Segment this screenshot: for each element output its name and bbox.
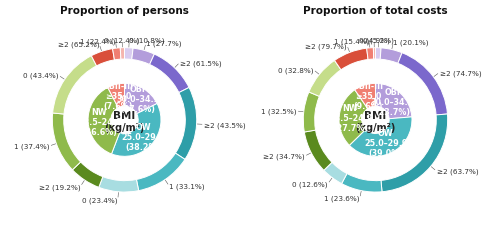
Text: 0 (23.4%): 0 (23.4%) [82, 196, 118, 203]
Text: 1 (27.7%): 1 (27.7%) [146, 41, 182, 47]
Text: OW
25.0–29.9
(38.2%): OW 25.0–29.9 (38.2%) [122, 123, 165, 152]
Wedge shape [52, 114, 80, 170]
Title: Proportion of total costs: Proportion of total costs [303, 6, 448, 16]
Wedge shape [52, 57, 96, 115]
Text: 0 (12.4%): 0 (12.4%) [104, 38, 140, 44]
Text: 0 (4.9%): 0 (4.9%) [358, 38, 390, 44]
Wedge shape [380, 49, 402, 64]
Wedge shape [381, 114, 448, 192]
Wedge shape [112, 49, 121, 61]
Text: 1 (32.5%): 1 (32.5%) [260, 108, 296, 115]
Text: NW
18.5–24.9
(36.6%): NW 18.5–24.9 (36.6%) [78, 107, 121, 136]
Wedge shape [99, 177, 138, 192]
Text: 1 (20.1%): 1 (20.1%) [394, 40, 429, 46]
Text: ≥2 (65.2%): ≥2 (65.2%) [58, 42, 100, 48]
Text: 1 (37.4%): 1 (37.4%) [14, 143, 49, 150]
Text: NW
18.5–24.9
(27.7%): NW 18.5–24.9 (27.7%) [329, 103, 372, 132]
Wedge shape [132, 49, 154, 65]
Text: ≥2 (79.7%): ≥2 (79.7%) [306, 43, 347, 49]
Wedge shape [150, 55, 189, 93]
Wedge shape [72, 162, 103, 188]
Text: ≥2 (61.5%): ≥2 (61.5%) [180, 60, 222, 66]
Text: 0 (32.8%): 0 (32.8%) [278, 67, 314, 74]
Text: (kg/m²): (kg/m²) [356, 123, 396, 133]
Wedge shape [136, 153, 185, 191]
Title: Proportion of persons: Proportion of persons [60, 6, 189, 16]
Wedge shape [339, 90, 368, 146]
Wedge shape [108, 84, 124, 108]
Wedge shape [398, 54, 448, 115]
Text: 1 (33.1%): 1 (33.1%) [169, 183, 204, 189]
Text: (kg/m²): (kg/m²) [104, 123, 144, 133]
Text: OBII-III
≥35.0
(9.6%): OBII-III ≥35.0 (9.6%) [352, 82, 384, 111]
Text: 1 (15.4%): 1 (15.4%) [334, 38, 369, 44]
Wedge shape [355, 84, 376, 109]
Text: OW
25.0–29.9
(39.0%): OW 25.0–29.9 (39.0%) [364, 128, 408, 158]
Text: OBI
30.0–34.9
(23.7%): OBI 30.0–34.9 (23.7%) [371, 87, 414, 116]
Wedge shape [304, 93, 320, 132]
Text: ≥2 (74.7%): ≥2 (74.7%) [440, 70, 481, 76]
Wedge shape [324, 163, 347, 184]
Text: OBI
30.0–34.9
(17.6%): OBI 30.0–34.9 (17.6%) [116, 85, 159, 114]
Text: BMI: BMI [364, 110, 386, 120]
Wedge shape [124, 48, 133, 60]
Text: 1 (23.6%): 1 (23.6%) [324, 195, 360, 201]
Text: 0 (43.4%): 0 (43.4%) [23, 73, 59, 79]
Wedge shape [309, 61, 341, 97]
Text: OBII-III
≥35.0
(7.6%): OBII-III ≥35.0 (7.6%) [103, 81, 134, 111]
Text: ≥2 (34.7%): ≥2 (34.7%) [263, 153, 304, 160]
Wedge shape [124, 84, 157, 114]
Wedge shape [120, 48, 124, 60]
Text: ≥2 (43.5%): ≥2 (43.5%) [204, 122, 246, 128]
Text: 1 (22.4%): 1 (22.4%) [80, 38, 116, 44]
Text: 0 (10.8%): 0 (10.8%) [130, 38, 165, 44]
Wedge shape [376, 84, 412, 119]
Text: 0 (5.2%): 0 (5.2%) [363, 38, 394, 44]
Text: ≥2 (63.7%): ≥2 (63.7%) [436, 168, 478, 175]
Wedge shape [334, 49, 368, 70]
Text: ≥2 (19.2%): ≥2 (19.2%) [39, 183, 80, 190]
Wedge shape [376, 48, 381, 60]
Wedge shape [176, 88, 197, 160]
Wedge shape [374, 48, 376, 60]
Text: 0 (12.6%): 0 (12.6%) [292, 181, 328, 187]
Wedge shape [92, 49, 114, 67]
Text: BMI: BMI [114, 110, 136, 120]
Wedge shape [342, 174, 382, 192]
Wedge shape [366, 48, 374, 60]
Wedge shape [88, 88, 120, 154]
Wedge shape [304, 131, 332, 170]
Wedge shape [350, 117, 412, 157]
Wedge shape [112, 104, 161, 157]
